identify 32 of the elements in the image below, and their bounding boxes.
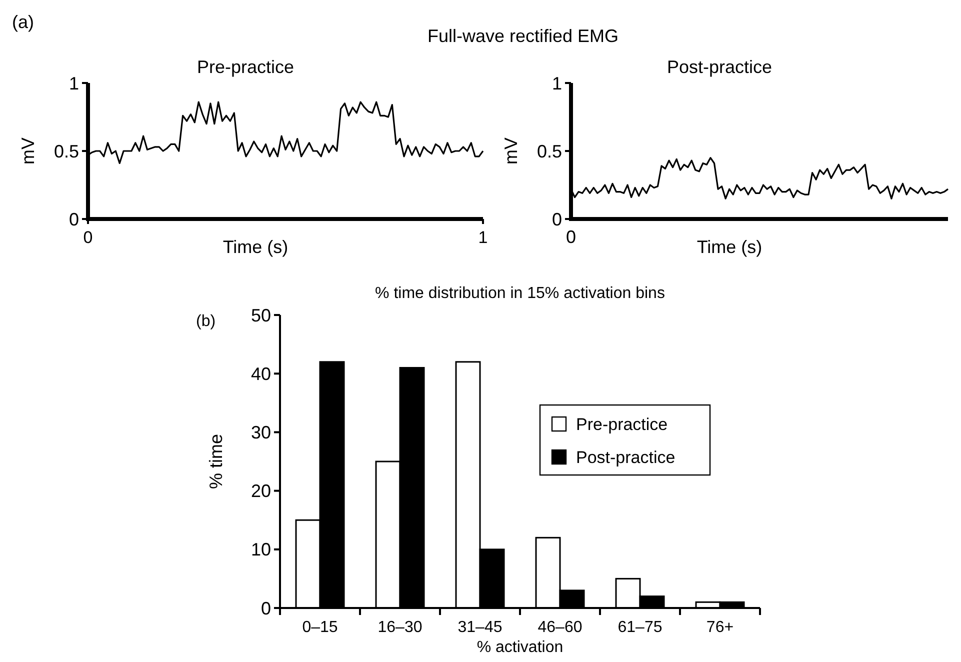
y-axis-title: mV — [18, 138, 38, 164]
x-axis-title: % activation — [476, 639, 564, 656]
y-tick-label: 0.5 — [54, 141, 79, 162]
legend-label: Post-practice — [576, 448, 676, 467]
legend-label: Pre-practice — [576, 414, 668, 434]
x-tick-label: 16–30 — [378, 619, 422, 636]
y-tick-label: 30 — [250, 422, 271, 442]
y-axis-title: % time — [206, 434, 226, 490]
y-tick-label: 1 — [552, 73, 562, 94]
y-tick-label: 20 — [250, 481, 271, 502]
x-tick-label: 31–45 — [458, 619, 502, 636]
x-axis-title: Time (s) — [222, 237, 288, 257]
y-axis-title: mV — [501, 138, 521, 164]
y-tick-label: 10 — [250, 540, 271, 560]
y-tick-label: 40 — [250, 364, 271, 384]
x-axis-title: Time (s) — [696, 237, 762, 257]
y-tick-label: 1 — [68, 73, 79, 94]
x-tick-label: 61–75 — [618, 619, 662, 636]
y-tick-label: 50 — [250, 305, 271, 326]
chart-title: Post-practice — [666, 57, 772, 77]
x-tick-label: 46–60 — [538, 619, 582, 636]
chart-title: % time distribution in 15% activation bins — [375, 285, 665, 302]
chart-title: Pre-practice — [196, 57, 294, 77]
y-tick-label: 0 — [552, 209, 562, 230]
y-tick-label: 0.5 — [536, 141, 562, 162]
text: (a) — [12, 12, 34, 32]
x-tick-label: 76+ — [706, 619, 734, 636]
y-tick-label: 0 — [260, 598, 271, 618]
y-tick-label: 0 — [68, 209, 79, 230]
text: Full-wave rectified EMG — [427, 26, 619, 46]
text: (b) — [196, 313, 216, 330]
x-tick-label: 0–15 — [302, 619, 338, 636]
